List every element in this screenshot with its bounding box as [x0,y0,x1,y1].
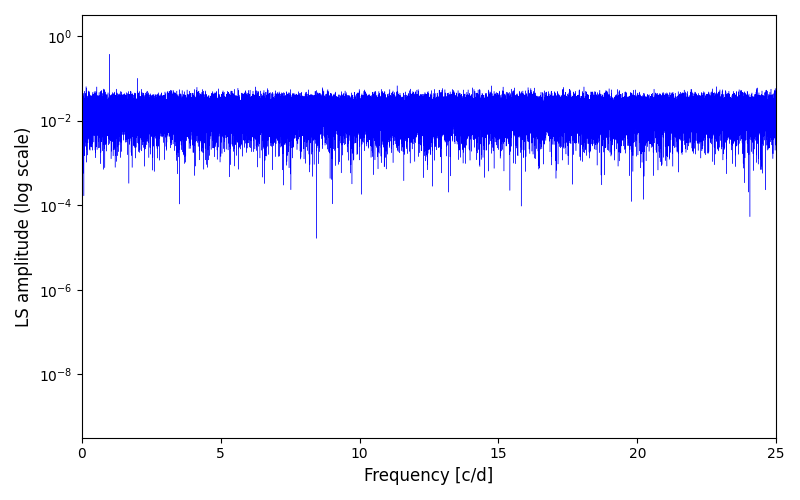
Y-axis label: LS amplitude (log scale): LS amplitude (log scale) [15,126,33,326]
X-axis label: Frequency [c/d]: Frequency [c/d] [364,467,494,485]
